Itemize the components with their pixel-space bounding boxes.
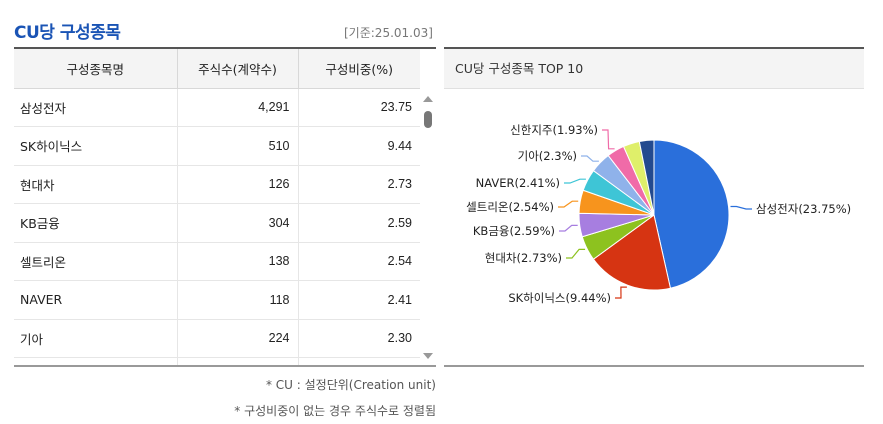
pie-slice-label: KB금융(2.59%) <box>473 224 555 238</box>
table-row: 삼성전자 4,291 23.75 <box>14 88 420 127</box>
footnote-cu: * CU : 설정단위(Creation unit) <box>265 378 436 392</box>
column-header-name: 구성종목명 <box>14 49 178 89</box>
cell-shares: 4,291 <box>177 88 299 127</box>
cell-weight: 2.41 <box>298 280 420 320</box>
cell-name: SK하이닉스 <box>14 126 178 166</box>
pie-leader-line <box>615 286 627 299</box>
pie-leader-line <box>559 224 578 232</box>
cell-name: 현대차 <box>14 165 178 204</box>
pie-leader-line <box>581 155 599 162</box>
table-row: 현대차 126 2.73 <box>14 165 420 204</box>
scroll-down-arrow-icon[interactable] <box>423 353 433 359</box>
cell-weight: 23.75 <box>298 88 420 127</box>
cell-shares: 510 <box>177 126 299 166</box>
scroll-thumb[interactable] <box>424 111 432 128</box>
table-row: KB금융 304 2.59 <box>14 203 420 243</box>
table-scrollbar[interactable] <box>420 90 436 365</box>
pie-slice-label: 셀트리온(2.54%) <box>466 200 554 214</box>
pie-slice-label: NAVER(2.41%) <box>476 176 560 190</box>
column-header-shares: 주식수(계약수) <box>177 49 299 89</box>
table-row: SK하이닉스 510 9.44 <box>14 126 420 166</box>
pie-slice[interactable] <box>592 214 672 291</box>
scroll-up-arrow-icon[interactable] <box>423 96 433 102</box>
cell-weight: 2.73 <box>298 165 420 204</box>
pie-slice-label: 삼성전자(23.75%) <box>756 202 851 216</box>
table-header-row: 구성종목명 주식수(계약수) 구성비중(%) <box>14 49 420 89</box>
cell-weight <box>298 357 420 365</box>
cell-name: KB금융 <box>14 203 178 243</box>
pie-chart: 삼성전자(23.75%) SK하이닉스(9.44%) 현대차(2.73%) KB금융(… <box>466 123 851 305</box>
cell-shares: 138 <box>177 242 299 281</box>
pie-slice-label: 기아(2.3%) <box>518 149 577 163</box>
column-header-weight: 구성비중(%) <box>298 49 420 89</box>
table-row: 셀트리온 138 2.54 <box>14 242 420 281</box>
cell-weight: 9.44 <box>298 126 420 166</box>
pie-leader-line <box>602 129 615 150</box>
page-title: CU당 구성종목 <box>14 23 121 43</box>
cell-name: NAVER <box>14 280 178 320</box>
pie-leader-line <box>558 200 579 208</box>
cell-weight: 2.30 <box>298 319 420 358</box>
pie-slice-label: 현대차(2.73%) <box>485 251 562 265</box>
cell-shares: 224 <box>177 319 299 358</box>
cell-name: 셀트리온 <box>14 242 178 281</box>
pie-slice[interactable] <box>638 139 655 216</box>
pie-slice-label: SK하이닉스(9.44%) <box>508 291 611 305</box>
constituents-table: 구성종목명 주식수(계약수) 구성비중(%) 삼성전자 4,291 23.75 … <box>14 49 420 365</box>
constituents-table-panel: 구성종목명 주식수(계약수) 구성비중(%) 삼성전자 4,291 23.75 … <box>14 47 436 367</box>
pie-leader-line <box>730 205 752 210</box>
cell-name: 삼성전자 <box>14 88 178 127</box>
cell-weight: 2.59 <box>298 203 420 243</box>
cell-shares <box>177 357 299 365</box>
cell-shares: 126 <box>177 165 299 204</box>
chart-title: CU당 구성종목 TOP 10 <box>444 49 864 89</box>
cell-shares: 304 <box>177 203 299 243</box>
table-row: NAVER 118 2.41 <box>14 280 420 320</box>
footnote-sort: * 구성비중이 없는 경우 주식수로 정렬됨 <box>234 404 436 418</box>
cell-weight: 2.54 <box>298 242 420 281</box>
cell-name: 기아 <box>14 319 178 358</box>
pie-slice-label: 신한지주(1.93%) <box>510 123 598 137</box>
cell-shares: 118 <box>177 280 299 320</box>
pie-leader-line <box>564 178 586 184</box>
pie-chart-panel: CU당 구성종목 TOP 10 삼성전자(23.75%) SK하이닉스(9.44%… <box>444 47 864 367</box>
pie-leader-line <box>566 248 586 259</box>
table-row <box>14 357 420 365</box>
table-row: 기아 224 2.30 <box>14 319 420 358</box>
footnotes: * CU : 설정단위(Creation unit) * 구성비중이 없는 경우… <box>14 372 436 424</box>
pie-slice[interactable] <box>653 139 730 289</box>
cell-name <box>14 357 178 365</box>
basis-date: [기준:25.01.03] <box>344 26 433 40</box>
